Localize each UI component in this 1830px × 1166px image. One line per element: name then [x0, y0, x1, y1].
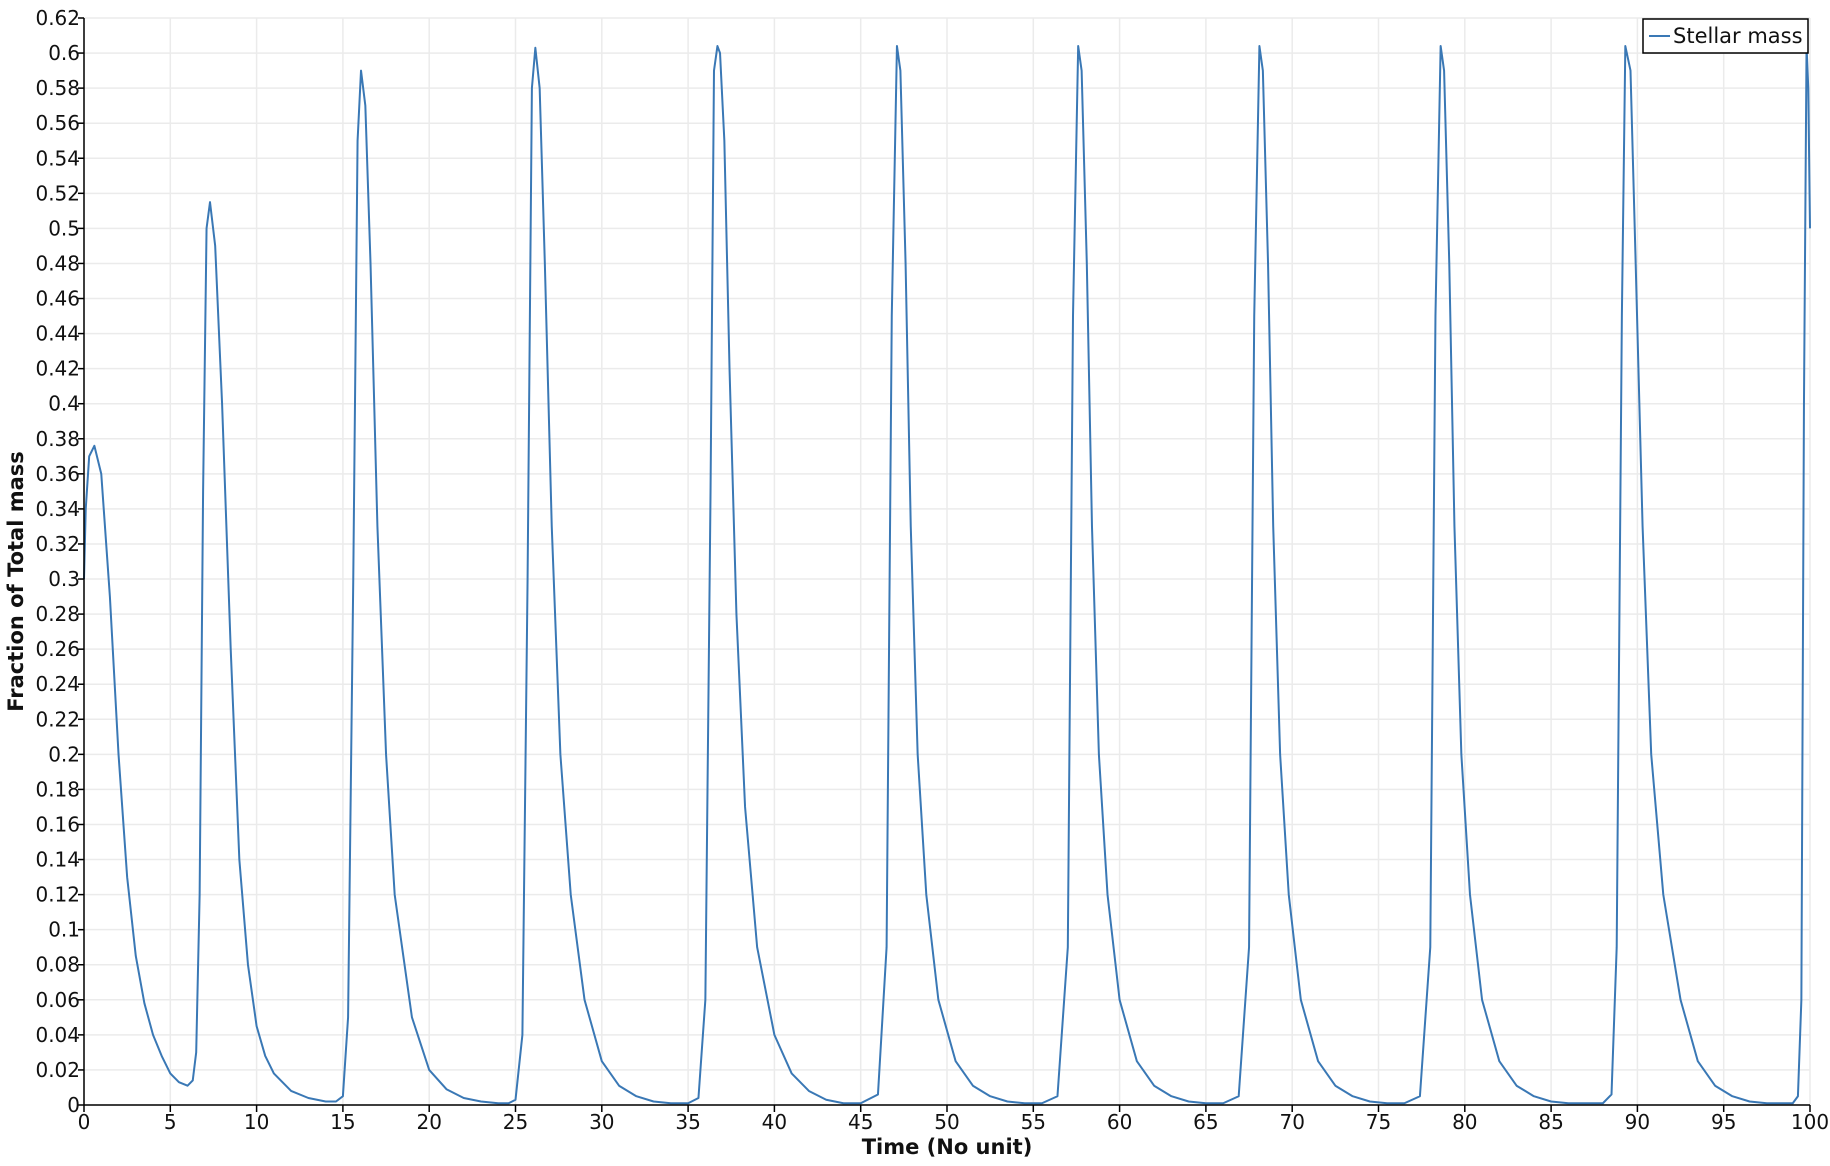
x-tick-label: 60 [1107, 1110, 1132, 1134]
x-tick-label: 55 [1021, 1110, 1046, 1134]
x-tick-label: 40 [762, 1110, 787, 1134]
x-tick-label: 85 [1538, 1110, 1563, 1134]
x-tick-label: 95 [1711, 1110, 1736, 1134]
y-axis-ticks: 0 0.02 0.04 0.06 0.08 0.1 0.12 0.14 0.16 0.18 0.2 0… [35, 6, 84, 1117]
y-tick-label: 0.04 [35, 1023, 80, 1047]
series-layer [83, 45, 1811, 1105]
y-tick-label: 0.06 [35, 988, 80, 1012]
y-tick-label: 0.16 [35, 812, 80, 836]
x-tick-label: 80 [1452, 1110, 1477, 1134]
y-tick-label: 0.6 [48, 41, 80, 65]
x-tick-label: 100 [1791, 1110, 1829, 1134]
y-tick-label: 0.56 [35, 111, 80, 135]
y-tick-label: 0.2 [48, 742, 80, 766]
x-tick-label: 75 [1366, 1110, 1391, 1134]
x-tick-label: 5 [164, 1110, 177, 1134]
y-tick-label: 0.14 [35, 848, 80, 872]
y-tick-label: 0.24 [35, 672, 80, 696]
x-tick-label: 35 [675, 1110, 700, 1134]
y-tick-label: 0.18 [35, 777, 80, 801]
x-tick-label: 70 [1279, 1110, 1304, 1134]
y-tick-label: 0.36 [35, 462, 80, 486]
y-tick-label: 0 [67, 1093, 80, 1117]
y-tick-label: 0.08 [35, 953, 80, 977]
x-axis-ticks: 0 5 10 15 20 25 30 35 40 45 50 55 60 65 70 75 80 85 90 95 10… [78, 1105, 1829, 1134]
y-tick-label: 0.62 [35, 6, 80, 30]
y-axis-title: Fraction of Total mass [4, 451, 28, 712]
y-tick-label: 0.38 [35, 427, 80, 451]
y-tick-label: 0.44 [35, 322, 80, 346]
x-axis-title: Time (No unit) [862, 1135, 1033, 1159]
x-tick-label: 90 [1625, 1110, 1650, 1134]
x-tick-label: 30 [589, 1110, 614, 1134]
y-tick-label: 0.52 [35, 181, 80, 205]
x-tick-label: 45 [848, 1110, 873, 1134]
y-tick-label: 0.02 [35, 1058, 80, 1082]
y-tick-label: 0.28 [35, 602, 80, 626]
x-tick-label: 50 [934, 1110, 959, 1134]
y-tick-label: 0.34 [35, 497, 80, 521]
y-tick-label: 0.58 [35, 76, 80, 100]
y-tick-label: 0.48 [35, 251, 80, 275]
y-tick-label: 0.42 [35, 357, 80, 381]
x-tick-label: 20 [416, 1110, 441, 1134]
horizontal-gridlines [84, 17, 1810, 1106]
y-tick-label: 0.1 [48, 918, 80, 942]
y-tick-label: 0.32 [35, 532, 80, 556]
y-tick-label: 0.5 [48, 216, 80, 240]
x-tick-label: 25 [503, 1110, 528, 1134]
x-tick-label: 15 [330, 1110, 355, 1134]
legend-box [1642, 18, 1809, 54]
x-tick-label: 10 [244, 1110, 269, 1134]
y-tick-label: 0.22 [35, 707, 80, 731]
y-tick-label: 0.4 [48, 392, 80, 416]
y-tick-label: 0.12 [35, 883, 80, 907]
legend-label-stellar-mass: Stellar mass [1673, 24, 1803, 48]
legend: Stellar mass [1642, 18, 1809, 54]
series-line-stellar-mass [83, 45, 1811, 1105]
y-tick-label: 0.26 [35, 637, 80, 661]
vertical-gridlines [83, 18, 1811, 1105]
y-tick-label: 0.54 [35, 146, 80, 170]
x-tick-label: 0 [78, 1110, 91, 1134]
x-tick-label: 65 [1193, 1110, 1218, 1134]
y-tick-label: 0.3 [48, 567, 80, 591]
y-tick-label: 0.46 [35, 287, 80, 311]
